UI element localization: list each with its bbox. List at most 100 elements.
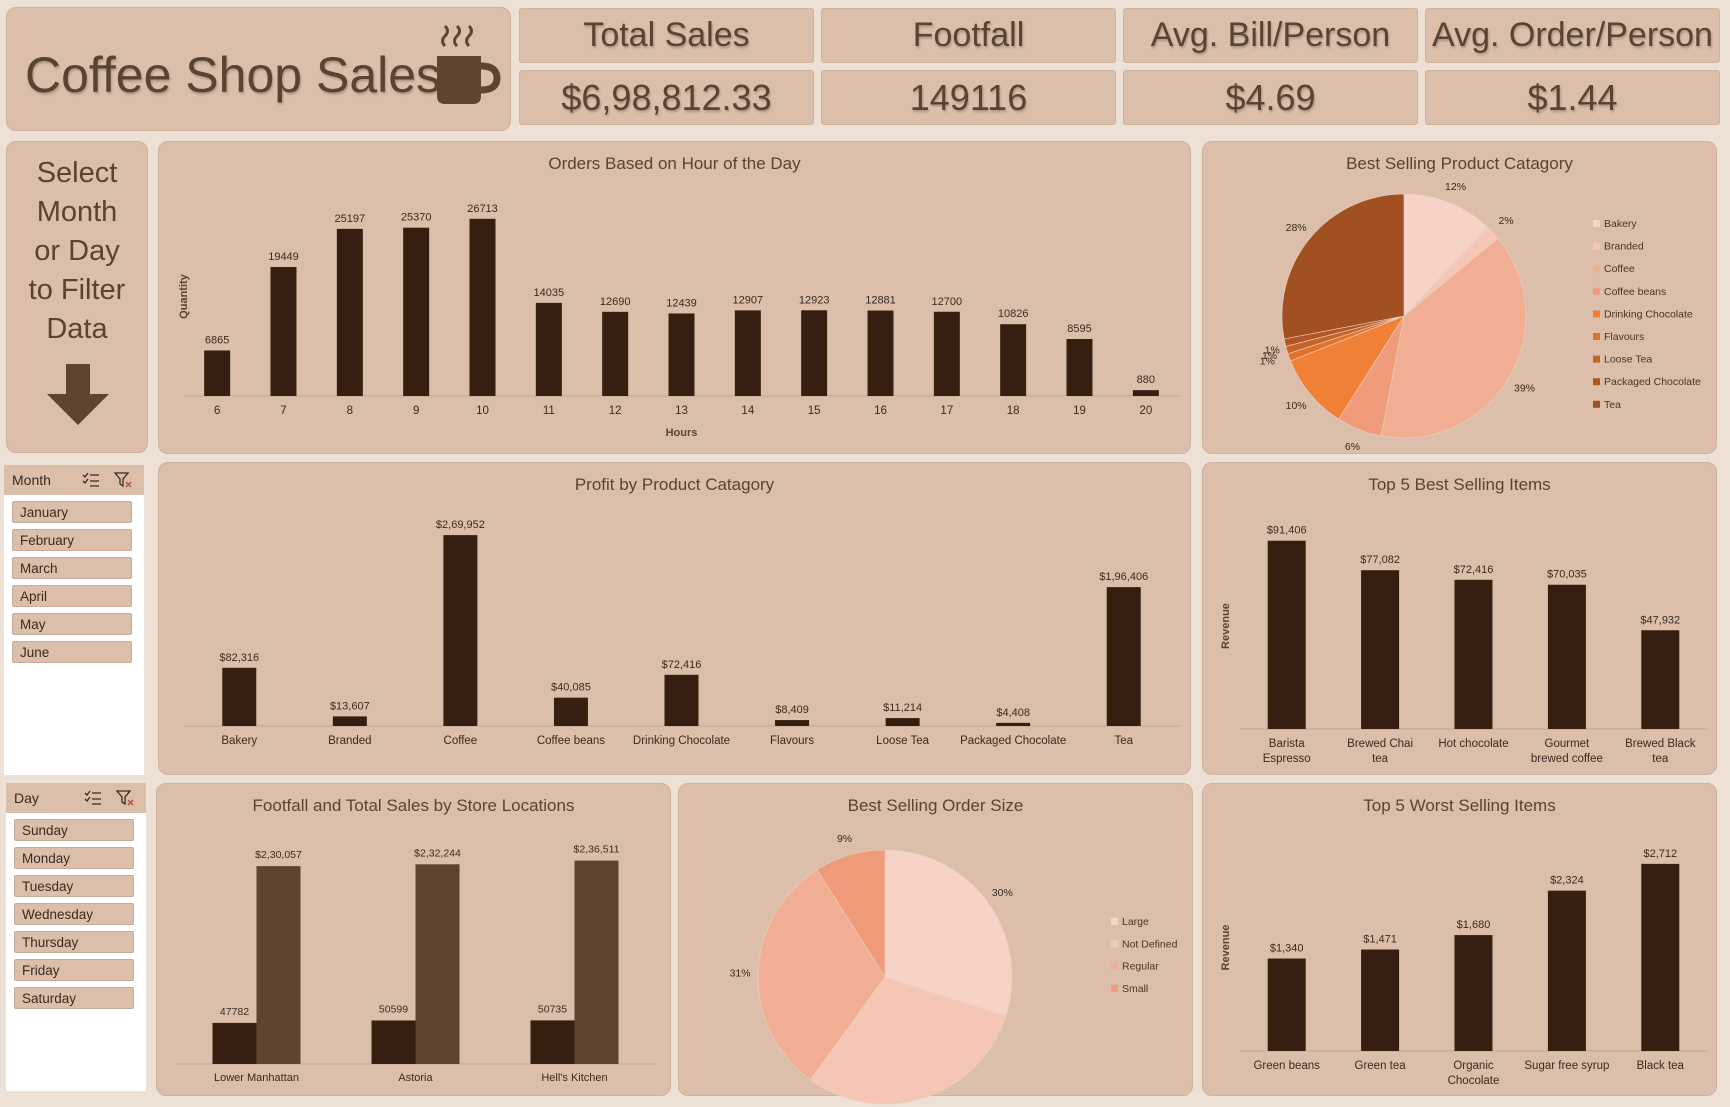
legend-swatch <box>1111 984 1118 992</box>
slicer-item-sunday[interactable]: Sunday <box>14 819 134 841</box>
slice-label: 10% <box>1286 400 1307 412</box>
slicer-item-monday[interactable]: Monday <box>14 847 134 869</box>
bar <box>775 720 810 726</box>
slicer-item-wednesday[interactable]: Wednesday <box>14 903 134 925</box>
chart-title: Orders Based on Hour of the Day <box>548 154 801 173</box>
kpi-footfall-label: Footfall <box>821 8 1116 63</box>
day-slicer: Day Sunday Monday Tuesday Wednesday Thur… <box>6 783 146 1091</box>
x-tick-label: Tea <box>1114 735 1133 747</box>
kpi-total-sales-value: $6,98,812.33 <box>519 70 814 125</box>
slicer-item-june[interactable]: June <box>12 641 132 663</box>
data-label: 12439 <box>666 297 697 309</box>
legend-label: Large <box>1122 916 1149 928</box>
top5-chart-panel: Top 5 Best Selling Items $91,406 Barista E… <box>1202 462 1717 775</box>
slice-label: 39% <box>1514 382 1535 394</box>
bar <box>403 227 430 396</box>
x-tick-label: Organic <box>1453 1060 1494 1072</box>
clear-filter-icon[interactable] <box>115 790 134 806</box>
x-tick-label: Lower Manhattan <box>214 1072 299 1084</box>
slicer-item-may[interactable]: May <box>12 613 132 635</box>
data-label: $13,607 <box>330 700 370 712</box>
slicer-item-april[interactable]: April <box>12 585 132 607</box>
bar <box>1361 949 1400 1051</box>
data-label: 8595 <box>1067 323 1091 335</box>
dashboard-title: Coffee Shop Sales <box>25 47 442 103</box>
clear-filter-icon[interactable] <box>113 472 132 488</box>
slicer-item-friday[interactable]: Friday <box>14 959 134 981</box>
profit-chart-panel: Profit by Product Catagory $82,316 Bakery… <box>158 462 1191 775</box>
chart-title: Profit by Product Catagory <box>574 475 775 494</box>
x-tick-label: Packaged Chocolate <box>960 735 1066 747</box>
data-label: 12690 <box>600 296 631 308</box>
legend-swatch <box>1593 378 1600 386</box>
data-label: $2,69,952 <box>436 519 485 531</box>
legend-swatch <box>1593 220 1600 227</box>
legend-swatch <box>1593 265 1600 273</box>
slicer-item-thursday[interactable]: Thursday <box>14 931 134 953</box>
filter-hint-line: Data <box>46 313 108 345</box>
data-label: 12923 <box>799 294 830 306</box>
data-label: 47782 <box>220 1006 249 1018</box>
x-tick-label: tea <box>1372 753 1389 765</box>
bar <box>1454 579 1493 729</box>
bar <box>371 1020 416 1064</box>
kpi-footfall-value: 149116 <box>821 70 1116 125</box>
data-label: $8,409 <box>775 704 809 716</box>
x-tick-label: Green tea <box>1355 1060 1407 1072</box>
pie-slice <box>1281 193 1405 340</box>
legend-swatch <box>1593 310 1600 318</box>
data-label: $11,214 <box>883 702 922 714</box>
slicer-item-saturday[interactable]: Saturday <box>14 987 134 1009</box>
x-axis-label: Hours <box>666 427 698 439</box>
coffee-cup-icon <box>437 24 501 104</box>
data-label: $70,035 <box>1547 569 1587 581</box>
x-tick-label: Drinking Chocolate <box>633 735 730 747</box>
x-tick-label: 18 <box>1007 405 1020 417</box>
slicer-item-tuesday[interactable]: Tuesday <box>14 875 134 897</box>
bar <box>415 864 460 1064</box>
multi-select-icon[interactable] <box>84 790 102 806</box>
pie-slice <box>1403 193 1488 317</box>
pie-slice <box>809 976 1007 1105</box>
x-tick-label: brewed coffee <box>1531 753 1603 765</box>
slice-label: 1% <box>1260 356 1275 368</box>
multi-select-icon[interactable] <box>82 472 100 488</box>
chart-title: Footfall and Total Sales by Store Locati… <box>252 796 575 815</box>
pie-slice <box>1290 315 1405 420</box>
bar <box>212 1022 257 1064</box>
kpi-avg-bill-label: Avg. Bill/Person <box>1123 8 1418 63</box>
bar <box>933 311 960 396</box>
data-label: $40,085 <box>551 682 591 694</box>
slicer-item-january[interactable]: January <box>12 501 132 523</box>
kpi-avg-bill-value: $4.69 <box>1123 70 1418 125</box>
bar <box>668 313 695 396</box>
data-label: $2,30,057 <box>255 849 302 861</box>
hourly-orders-chart: 6865 6 19449 7 25197 8 25370 9 26713 10 14035 11 126… <box>178 203 1179 439</box>
x-tick-label: 6 <box>214 405 220 417</box>
x-tick-label: Bakery <box>221 735 257 747</box>
x-tick-label: 7 <box>280 405 286 417</box>
data-label: $77,082 <box>1360 554 1400 566</box>
filter-hint-line: or Day <box>34 235 120 267</box>
bar <box>1641 630 1680 729</box>
bar <box>574 860 619 1064</box>
slice-label: 31% <box>730 967 751 979</box>
worst5-chart-panel: Top 5 Worst Selling Items $1,340 Green be… <box>1202 783 1717 1096</box>
legend-label: Packaged Chocolate <box>1604 376 1701 388</box>
slicer-item-march[interactable]: March <box>12 557 132 579</box>
bar <box>469 218 496 396</box>
bar <box>1106 587 1141 726</box>
arrow-down-icon <box>47 364 109 425</box>
slice-label: 2% <box>1498 215 1513 227</box>
bar <box>1547 890 1586 1051</box>
data-label: $2,324 <box>1550 875 1584 887</box>
slice-label: 12% <box>1445 181 1466 193</box>
legend-label: Flavours <box>1604 331 1644 343</box>
bar <box>270 266 297 396</box>
y-axis-label: Quantity <box>178 273 190 318</box>
legend-label: Small <box>1122 983 1148 995</box>
slicer-item-february[interactable]: February <box>12 529 132 551</box>
bar <box>996 722 1031 726</box>
bar <box>336 228 363 396</box>
